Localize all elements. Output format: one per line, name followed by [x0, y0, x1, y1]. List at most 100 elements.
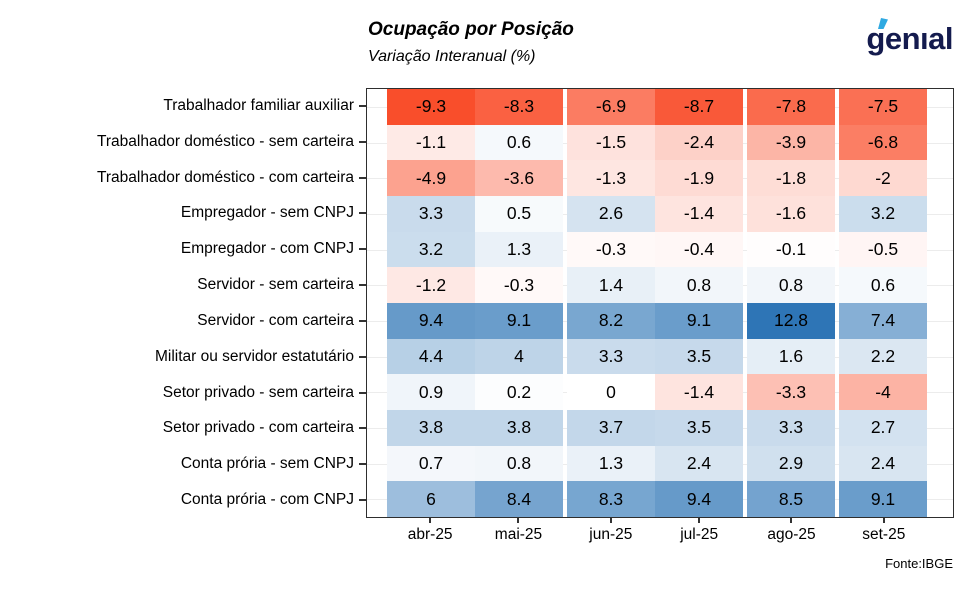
row-label-text: Empregador - sem CNPJ [180, 204, 354, 222]
heatmap-cell-strip: -4.9 -3.6 -1.3 -1.9 -1.8 -2 [387, 160, 927, 197]
x-axis-column: mai-25 [474, 518, 562, 544]
y-axis-tick [359, 284, 366, 287]
heatmap-cell: 0.8 [655, 267, 743, 304]
heatmap-cell: 0.6 [475, 124, 563, 161]
heatmap-row: -9.3 -8.3 -6.9 -8.7 -7.8 -7.5 [367, 89, 953, 125]
row-label-text: Setor privado - sem carteira [162, 383, 354, 401]
y-axis-tick [359, 355, 366, 358]
genial-logo-text: genıal [866, 17, 953, 54]
x-axis-column: set-25 [840, 518, 928, 544]
heatmap-cell-strip: 3.2 1.3 -0.3 -0.4 -0.1 -0.5 [387, 231, 927, 268]
y-axis-tick [359, 463, 366, 466]
row-label-text: Militar ou servidor estatutário [155, 347, 354, 365]
row-label-text: Trabalhador doméstico - sem carteira [97, 132, 354, 150]
x-axis-label: mai-25 [494, 526, 543, 543]
x-axis-tick [429, 518, 432, 523]
x-axis-label: set-25 [862, 526, 906, 543]
heatmap-cell: 0.8 [475, 445, 563, 482]
x-axis-tick [882, 518, 885, 523]
y-axis-tick [359, 248, 366, 251]
heatmap-cell: 0.5 [475, 196, 563, 232]
row-label-text: Conta prória - com CNPJ [180, 491, 354, 509]
heatmap-cell-strip: 4.4 4 3.3 3.5 1.6 2.2 [387, 338, 927, 375]
heatmap-cell: 12.8 [747, 303, 835, 339]
x-axis-column: ago-25 [747, 518, 835, 544]
heatmap-cell: 0 [567, 374, 655, 411]
heatmap-cell-strip: -9.3 -8.3 -6.9 -8.7 -7.8 -7.5 [387, 89, 927, 125]
heatmap-row: -1.1 0.6 -1.5 -2.4 -3.9 -6.8 [367, 124, 953, 161]
heatmap-cell: 2.9 [747, 445, 835, 482]
heatmap-cell: -3.9 [747, 124, 835, 161]
row-label: Trabalhador doméstico - com carteira [0, 160, 366, 196]
heatmap-cell: 0.6 [839, 267, 927, 304]
heatmap-row: 0.7 0.8 1.3 2.4 2.9 2.4 [367, 445, 953, 482]
x-axis-tick [517, 518, 520, 523]
heatmap-row: 6 8.4 8.3 9.4 8.5 9.1 [367, 481, 953, 518]
heatmap-cell-strip: 3.3 0.5 2.6 -1.4 -1.6 3.2 [387, 196, 927, 232]
row-label-text: Trabalhador doméstico - com carteira [97, 168, 354, 186]
chart-subtitle: Variação Interanual (%) [368, 48, 536, 65]
heatmap-cell: 9.1 [475, 303, 563, 339]
row-label: Trabalhador familiar auxiliar [0, 88, 366, 124]
heatmap-cell: -1.5 [567, 124, 655, 161]
heatmap-cell: 0.7 [387, 445, 475, 482]
y-axis-tick [359, 104, 366, 107]
heatmap-cell: -1.8 [747, 160, 835, 197]
heatmap-cell: -0.3 [567, 231, 655, 268]
x-axis-strip: abr-25 mai-25 jun-25 jul-25 ago-25 set-25 [386, 518, 928, 544]
heatmap-cell: 2.6 [567, 196, 655, 232]
heatmap-cell: -7.5 [839, 89, 927, 125]
heatmap-cell: 1.3 [567, 445, 655, 482]
heatmap-cell: -3.6 [475, 160, 563, 197]
heatmap-cell: -6.9 [567, 89, 655, 125]
heatmap-cell: 3.2 [839, 196, 927, 232]
heatmap-cell: -1.6 [747, 196, 835, 232]
heatmap-cell: 3.2 [387, 231, 475, 268]
heatmap-cell-strip: 0.9 0.2 0 -1.4 -3.3 -4 [387, 374, 927, 411]
heatmap-cell: 1.4 [567, 267, 655, 304]
row-label: Empregador - com CNPJ [0, 231, 366, 267]
heatmap-cell: 2.4 [655, 445, 743, 482]
heatmap-cell: -0.3 [475, 267, 563, 304]
heatmap-cell: 8.2 [567, 303, 655, 339]
heatmap-cell: 4.4 [387, 338, 475, 375]
heatmap-cell: 7.4 [839, 303, 927, 339]
row-label-text: Trabalhador familiar auxiliar [163, 96, 354, 114]
heatmap-row: 0.9 0.2 0 -1.4 -3.3 -4 [367, 374, 953, 411]
row-label: Servidor - com carteira [0, 303, 366, 339]
genial-logo: genıal [866, 16, 953, 60]
x-axis-tick [609, 518, 612, 523]
x-axis-column: jun-25 [567, 518, 655, 544]
heatmap-cell: 2.2 [839, 338, 927, 375]
heatmap-cell-strip: 3.8 3.8 3.7 3.5 3.3 2.7 [387, 410, 927, 446]
heatmap-row: -4.9 -3.6 -1.3 -1.9 -1.8 -2 [367, 160, 953, 197]
row-label-text: Conta prória - sem CNPJ [180, 455, 354, 473]
heatmap-cell: 1.3 [475, 231, 563, 268]
heatmap-cell: -4 [839, 374, 927, 411]
y-axis-labels: Trabalhador familiar auxiliar Trabalhador… [0, 88, 366, 518]
heatmap-cell: 8.4 [475, 481, 563, 518]
heatmap-cell: -6.8 [839, 124, 927, 161]
row-label: Conta prória - sem CNPJ [0, 446, 366, 482]
heatmap-cell-strip: 0.7 0.8 1.3 2.4 2.9 2.4 [387, 445, 927, 482]
row-label-text: Empregador - com CNPJ [180, 240, 354, 258]
heatmap-cell: 3.8 [475, 410, 563, 446]
heatmap-cell: -3.3 [747, 374, 835, 411]
heatmap-row: -1.2 -0.3 1.4 0.8 0.8 0.6 [367, 267, 953, 304]
heatmap-cell: 1.6 [747, 338, 835, 375]
heatmap-cell-strip: 9.4 9.1 8.2 9.1 12.8 7.4 [387, 303, 927, 339]
heatmap-cell: 9.1 [839, 481, 927, 518]
heatmap-cell: 3.7 [567, 410, 655, 446]
row-label: Empregador - sem CNPJ [0, 195, 366, 231]
heatmap-cell: 0.9 [387, 374, 475, 411]
heatmap-row: 9.4 9.1 8.2 9.1 12.8 7.4 [367, 303, 953, 339]
heatmap-cell: -8.3 [475, 89, 563, 125]
heatmap-cell: 9.4 [387, 303, 475, 339]
heatmap-cell-strip: -1.1 0.6 -1.5 -2.4 -3.9 -6.8 [387, 124, 927, 161]
y-axis-tick [359, 212, 366, 215]
row-label: Militar ou servidor estatutário [0, 339, 366, 375]
x-axis: abr-25 mai-25 jun-25 jul-25 ago-25 set-25 [366, 518, 954, 544]
heatmap-cell: 0.2 [475, 374, 563, 411]
heatmap-cell: 3.5 [655, 338, 743, 375]
